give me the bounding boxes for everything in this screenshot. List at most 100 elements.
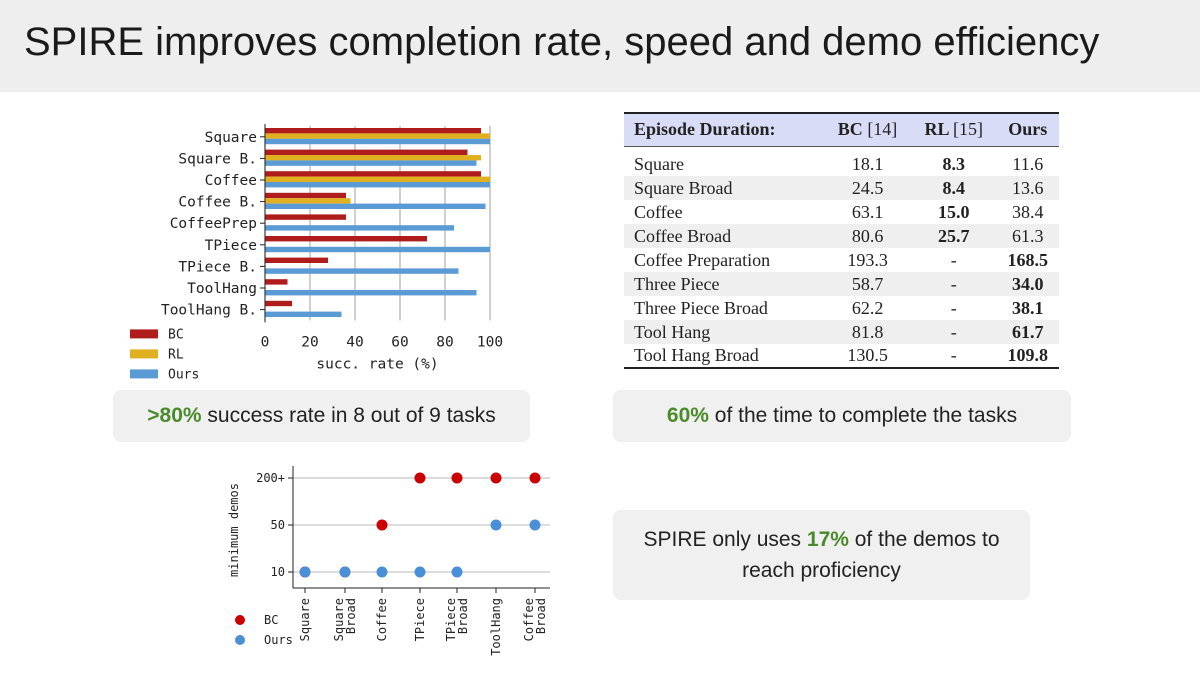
col-header-bc: BC [14] <box>824 113 911 146</box>
table-row: Square Broad 24.5 8.4 13.6 <box>624 176 1059 200</box>
cell-rl: - <box>950 297 957 318</box>
x-tick-label: Broad <box>456 598 470 634</box>
bar-bc-coffee <box>265 171 481 177</box>
bar-ours-coffeeprep <box>265 225 454 231</box>
bar-bc-toolhangb <box>265 300 292 307</box>
legend-label-rl: RL <box>168 347 184 362</box>
y-tick-label: TPiece B. <box>178 259 257 275</box>
point-bc-coffee <box>376 519 388 531</box>
legend-swatch-bc <box>130 329 158 339</box>
point-bc-tpiece-broad <box>451 472 463 484</box>
x-tick-label: Broad <box>344 598 358 634</box>
rl-header-text: RL <box>924 119 949 140</box>
legend-swatch-ours <box>130 369 158 379</box>
bar-bc-square <box>265 128 481 134</box>
success-rate-highlight: >80% <box>147 404 202 428</box>
success-rate-callout: >80% success rate in 8 out of 9 tasks <box>113 390 530 442</box>
bar-rl-coffeeb <box>265 198 351 204</box>
cell-rl: - <box>950 345 957 365</box>
demos-suffix: of the demos to reach proficiency <box>742 527 1000 583</box>
x-tick-label: Square <box>332 598 346 641</box>
y-tick-label: 50 <box>271 518 285 532</box>
bar-bc-coffeeprep <box>265 214 346 220</box>
x-tick-label: 40 <box>346 334 363 350</box>
cell-ours: 61.3 <box>1012 225 1044 246</box>
table-row: Coffee Preparation 193.3 - 168.5 <box>624 248 1059 272</box>
x-axis-label: succ. rate (%) <box>316 356 438 372</box>
point-ours-tpiece <box>414 566 426 578</box>
cell-bc: 80.6 <box>851 225 884 246</box>
cell-ours: 13.6 <box>1012 177 1044 198</box>
cell-bc: 62.2 <box>851 297 884 318</box>
x-tick-label: Broad <box>534 598 548 634</box>
time-highlight: 60% <box>666 404 709 428</box>
cell-task: Square Broad <box>634 177 733 198</box>
table-row: Three Piece Broad 62.2 - 38.1 <box>624 296 1059 320</box>
legend-label-bc: BC <box>168 327 184 342</box>
cell-bc: 63.1 <box>851 201 884 222</box>
legend-label-ours: Ours <box>168 367 199 382</box>
col-header-label: Episode Duration: <box>634 119 776 140</box>
title-band <box>0 0 1200 92</box>
y-tick-label: Square <box>205 130 257 146</box>
cell-rl: 8.4 <box>942 177 966 198</box>
cell-rl: 25.7 <box>938 225 970 246</box>
x-tick-label: 0 <box>261 334 270 350</box>
demos-prefix: SPIRE only uses <box>643 527 807 551</box>
episode-duration-table: Episode Duration: BC [14] RL [15] Ours S… <box>624 112 1059 369</box>
cell-rl: 8.3 <box>942 153 966 174</box>
cell-rl: - <box>950 321 957 342</box>
cell-rl: 15.0 <box>938 201 970 222</box>
point-bc-tpiece <box>414 472 426 484</box>
bar-bc-toolhang <box>265 279 288 285</box>
point-ours-coffee <box>376 566 388 578</box>
cell-ours: 109.8 <box>1007 345 1049 365</box>
legend-marker-bc <box>235 615 245 625</box>
x-tick-label: 60 <box>391 334 408 350</box>
cell-bc: 18.1 <box>851 153 884 174</box>
cell-task: Coffee Preparation <box>634 249 771 270</box>
slide-title: SPIRE improves completion rate, speed an… <box>24 20 1100 64</box>
legend-label-ours: Ours <box>264 633 293 647</box>
point-ours-coffee-broad <box>529 519 541 531</box>
cell-ours: 34.0 <box>1012 273 1044 294</box>
y-tick-label: CoffeePrep <box>170 216 257 232</box>
cell-ours: 38.4 <box>1012 201 1044 222</box>
y-tick-label: ToolHang B. <box>161 303 257 319</box>
point-ours-square <box>299 566 311 578</box>
y-tick-label: Square B. <box>178 151 257 167</box>
table-row: Square 18.1 8.3 11.6 <box>624 146 1059 176</box>
col-header-ours: Ours <box>1008 119 1048 140</box>
bc-header-ref: [14] <box>867 119 898 140</box>
point-ours-toolhang <box>490 519 502 531</box>
cell-task: Square <box>634 153 684 174</box>
cell-bc: 193.3 <box>847 249 888 270</box>
legend-label-bc: BC <box>264 613 278 627</box>
cell-task: Tool Hang <box>634 321 711 342</box>
cell-ours: 11.6 <box>1012 153 1044 174</box>
cell-bc: 81.8 <box>851 321 884 342</box>
time-callout: 60% of the time to complete the tasks <box>613 390 1071 442</box>
cell-ours: 168.5 <box>1007 249 1049 270</box>
x-tick-label: 80 <box>436 334 453 350</box>
bc-header-text: BC <box>837 119 863 140</box>
cell-rl: - <box>950 249 957 270</box>
legend-marker-ours <box>235 635 245 645</box>
x-tick-label: ToolHang <box>489 598 503 656</box>
cell-rl: - <box>950 273 957 294</box>
x-tick-label: 100 <box>477 334 503 350</box>
bar-ours-tpieceb <box>265 268 459 274</box>
table-row: Coffee Broad 80.6 25.7 61.3 <box>624 224 1059 248</box>
bar-ours-squareb <box>265 160 477 166</box>
time-text: of the time to complete the tasks <box>708 404 1018 428</box>
x-tick-label: 20 <box>301 334 318 350</box>
bar-ours-square <box>265 138 490 145</box>
bar-bc-coffeeb <box>265 192 346 199</box>
y-tick-label: 10 <box>271 565 285 579</box>
point-bc-toolhang <box>490 472 502 484</box>
x-tick-label: Coffee <box>375 598 389 641</box>
cell-bc: 58.7 <box>851 273 884 294</box>
table-row: Coffee 63.1 15.0 38.4 <box>624 200 1059 224</box>
demos-highlight: 17% <box>806 527 849 551</box>
